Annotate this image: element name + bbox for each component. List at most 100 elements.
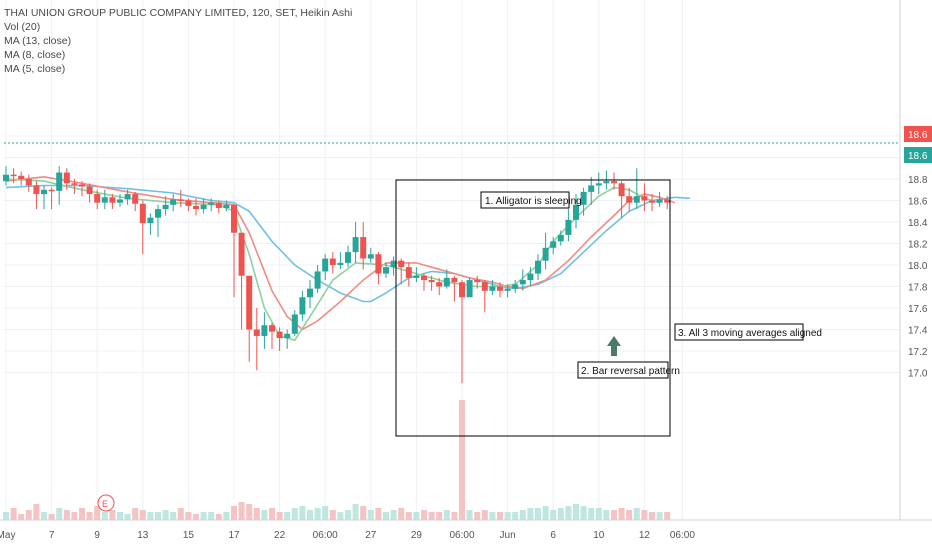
- time-tick-label: 15: [183, 530, 195, 541]
- volume-bar: [337, 512, 344, 520]
- candle-body: [124, 194, 131, 200]
- volume-bar: [352, 504, 359, 520]
- candle-body: [611, 181, 617, 184]
- time-tick-label: 17: [228, 530, 240, 541]
- volume-bar: [360, 506, 367, 520]
- candle-body: [557, 234, 564, 242]
- volume-bar: [269, 508, 275, 520]
- volume-bar: [489, 512, 496, 520]
- candle-body: [276, 331, 283, 339]
- candle-body: [33, 185, 40, 195]
- volume-bar: [238, 502, 245, 520]
- volume-bar: [139, 510, 146, 520]
- annotation-1-box: [480, 191, 570, 209]
- volume-bar: [588, 508, 595, 520]
- time-tick-label: Jun: [500, 530, 516, 541]
- volume-bar: [557, 508, 564, 520]
- volume-bar: [155, 512, 161, 520]
- candle-body: [474, 280, 481, 283]
- volume-bar: [170, 512, 177, 520]
- candle-body: [512, 284, 519, 289]
- volume-bar: [375, 508, 382, 520]
- volume-bar: [398, 508, 405, 520]
- price-badge-upper-text: 18.6: [908, 130, 928, 141]
- volume-bar: [641, 510, 648, 520]
- candle-body: [603, 181, 610, 184]
- volume-bar: [451, 512, 458, 520]
- candle-body: [185, 200, 192, 206]
- candle-body: [3, 174, 9, 182]
- volume-bar: [117, 512, 123, 520]
- volume-bar: [322, 506, 329, 520]
- ma13-line: [5, 184, 691, 303]
- time-tick-label: 12: [639, 530, 651, 541]
- candle-body: [223, 204, 230, 209]
- time-tick-label: 22: [274, 530, 286, 541]
- candle-body: [79, 184, 85, 187]
- candle-body: [656, 199, 663, 203]
- candle-body: [299, 297, 306, 315]
- candle-body: [101, 197, 108, 203]
- candle-body: [519, 280, 526, 285]
- time-axis[interactable]: May 7 9 13 15 17 22 06:00 27 29 06:00 Jun 6 10 12 06:00: [0, 519, 932, 541]
- ma8-legend[interactable]: MA (8, close): [4, 49, 66, 61]
- volume-bar: [345, 510, 351, 520]
- time-tick-label: 6: [550, 530, 556, 541]
- candle-body: [535, 260, 541, 274]
- volume-bar: [3, 512, 9, 520]
- volume-bar: [291, 508, 298, 520]
- price-badge-lower: 18.6: [904, 147, 932, 163]
- volume-bar: [542, 506, 549, 520]
- volume-bar: [595, 508, 602, 520]
- candle-body: [649, 200, 655, 203]
- volume-bar: [497, 512, 503, 520]
- candle-body: [451, 277, 458, 283]
- price-tick-label: 18.0: [908, 261, 928, 272]
- ma5-legend[interactable]: MA (5, close): [4, 63, 66, 75]
- volume-bar: [276, 512, 283, 520]
- candle-body: [291, 314, 298, 334]
- ma13-legend[interactable]: MA (13, close): [4, 35, 72, 47]
- volume-bar: [649, 512, 655, 520]
- candle-body: [71, 183, 78, 185]
- candle-body: [428, 280, 435, 283]
- candle-body: [367, 254, 374, 259]
- volume-bar: [428, 512, 435, 520]
- volume-bar: [314, 508, 321, 520]
- candle-body: [436, 282, 443, 287]
- up-arrow-icon: [607, 336, 621, 356]
- volume-bar: [71, 512, 78, 520]
- volume-bar: [48, 514, 55, 520]
- volume-bar: [56, 508, 63, 520]
- volume-bar: [18, 514, 25, 520]
- vol-legend[interactable]: Vol (20): [4, 21, 41, 33]
- volume-bar: [101, 512, 108, 520]
- alligator-range-box: [395, 179, 671, 437]
- candle-body: [527, 273, 534, 281]
- volume-bar: [603, 510, 610, 520]
- volume-bar: [633, 508, 640, 520]
- candle-body: [360, 237, 367, 259]
- volume-bar: [519, 510, 526, 520]
- volume-bar: [124, 514, 131, 520]
- volume-bar: [565, 506, 572, 520]
- volume-bar: [656, 512, 663, 520]
- volume-bar: [185, 512, 192, 520]
- candle-body: [208, 202, 215, 205]
- volume-bar: [33, 504, 40, 520]
- volume-bar: [79, 508, 85, 520]
- candle-body: [155, 209, 161, 218]
- candle-body: [132, 194, 139, 204]
- price-tick-label: 18.6: [908, 197, 928, 208]
- price-axis[interactable]: 19.219.018.818.618.418.218.017.817.617.4…: [899, 0, 928, 520]
- volume-bar: [63, 510, 70, 520]
- earnings-marker-icon[interactable]: [97, 494, 115, 512]
- symbol-title[interactable]: THAI UNION GROUP PUBLIC COMPANY LIMITED,…: [4, 7, 353, 19]
- candle-body: [147, 217, 154, 224]
- candle-body: [329, 258, 336, 265]
- volume-bar: [383, 512, 389, 520]
- volume-bar: [193, 514, 199, 520]
- candle-body: [641, 196, 648, 201]
